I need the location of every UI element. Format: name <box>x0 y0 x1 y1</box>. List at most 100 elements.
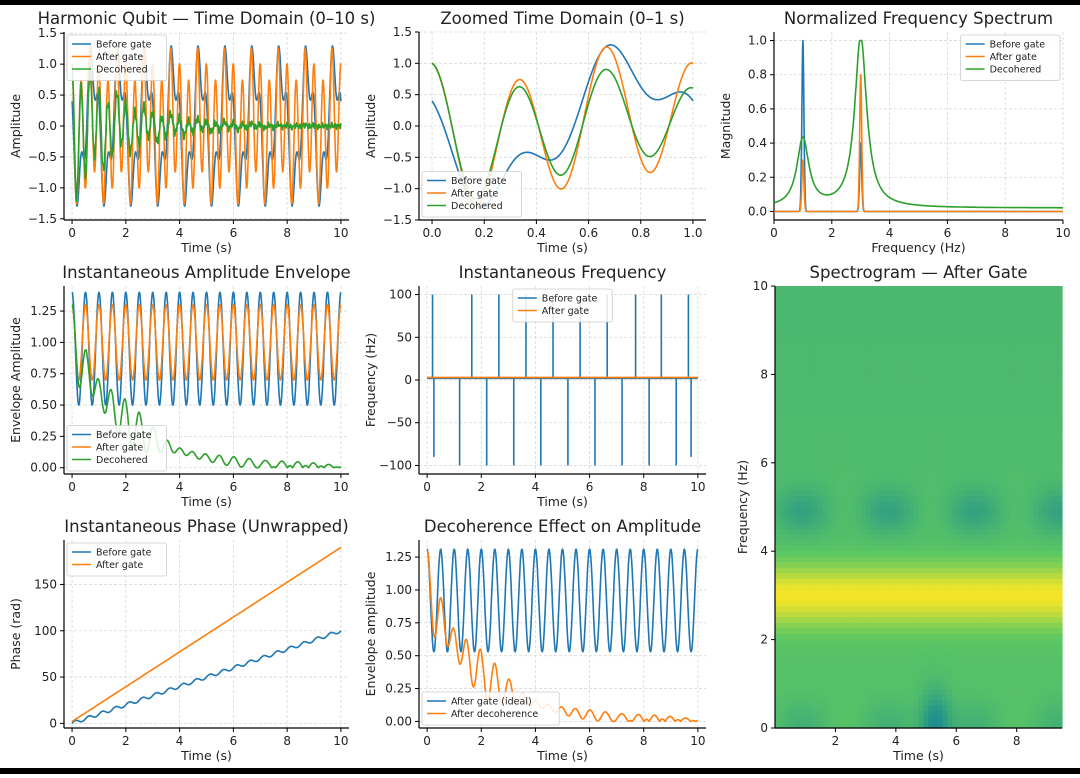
heatmap-cell <box>952 513 957 519</box>
heatmap-cell <box>1000 446 1005 452</box>
heatmap-cell <box>942 402 947 408</box>
heatmap-cell <box>789 363 794 369</box>
heatmap-cell <box>880 314 885 320</box>
heatmap-cell <box>852 656 857 662</box>
heatmap-cell <box>837 435 842 441</box>
heatmap-cell <box>1057 380 1062 386</box>
heatmap-cell <box>804 678 809 684</box>
heatmap-cell <box>1024 457 1029 463</box>
heatmap-cell <box>957 568 962 574</box>
heatmap-cell <box>813 347 818 353</box>
heatmap-cell <box>794 656 799 662</box>
heatmap-cell <box>899 347 904 353</box>
heatmap-cell <box>933 374 938 380</box>
heatmap-cell <box>914 667 919 673</box>
heatmap-cell <box>885 678 890 684</box>
heatmap-cell <box>895 524 900 530</box>
heatmap-cell <box>847 286 852 292</box>
heatmap-cell <box>919 479 924 485</box>
heatmap-cell <box>799 391 804 397</box>
heatmap-cell <box>914 673 919 679</box>
heatmap-cell <box>808 501 813 507</box>
heatmap-cell <box>928 402 933 408</box>
heatmap-cell <box>947 501 952 507</box>
heatmap-cell <box>904 513 909 519</box>
heatmap-cell <box>799 314 804 320</box>
heatmap-cell <box>780 286 785 292</box>
heatmap-cell <box>966 341 971 347</box>
heatmap-cell <box>794 397 799 403</box>
heatmap-cell <box>823 325 828 331</box>
heatmap-cell <box>837 507 842 513</box>
heatmap-cell <box>981 286 986 292</box>
heatmap-cell <box>990 573 995 579</box>
heatmap-cell <box>895 468 900 474</box>
heatmap-cell <box>952 452 957 458</box>
heatmap-cell <box>942 612 947 618</box>
heatmap-cell <box>799 590 804 596</box>
heatmap-cell <box>909 579 914 585</box>
heatmap-cell <box>966 557 971 563</box>
heatmap-cell <box>933 413 938 419</box>
heatmap-cell <box>866 363 871 369</box>
heatmap-cell <box>966 612 971 618</box>
heatmap-cell <box>832 474 837 480</box>
heatmap-cell <box>823 518 828 524</box>
heatmap-cell <box>828 303 833 309</box>
heatmap-cell <box>923 623 928 629</box>
heatmap-cell <box>933 457 938 463</box>
heatmap-cell <box>1029 656 1034 662</box>
heatmap-cell <box>1019 496 1024 502</box>
heatmap-cell <box>899 651 904 657</box>
heatmap-cell <box>828 640 833 646</box>
heatmap-cell <box>875 314 880 320</box>
heatmap-cell <box>1014 308 1019 314</box>
heatmap-cell <box>904 711 909 717</box>
heatmap-cell <box>832 485 837 491</box>
heatmap-cell <box>942 419 947 425</box>
heatmap-cell <box>933 535 938 541</box>
heatmap-cell <box>852 612 857 618</box>
heatmap-cell <box>985 540 990 546</box>
heatmap-cell <box>1033 557 1038 563</box>
heatmap-cell <box>1005 314 1010 320</box>
heatmap-cell <box>780 662 785 668</box>
heatmap-cell <box>890 297 895 303</box>
heatmap-cell <box>890 651 895 657</box>
heatmap-cell <box>780 341 785 347</box>
heatmap-cell <box>866 347 871 353</box>
heatmap-cell <box>966 402 971 408</box>
heatmap-cell <box>909 612 914 618</box>
heatmap-cell <box>823 485 828 491</box>
heatmap-cell <box>923 374 928 380</box>
heatmap-cell <box>990 706 995 712</box>
heatmap-cell <box>1048 551 1053 557</box>
heatmap-cell <box>899 490 904 496</box>
heatmap-cell <box>847 584 852 590</box>
heatmap-cell <box>966 513 971 519</box>
heatmap-cell <box>1029 474 1034 480</box>
heatmap-cell <box>823 330 828 336</box>
heatmap-cell <box>866 479 871 485</box>
heatmap-cell <box>952 700 957 706</box>
heatmap-cell <box>1033 446 1038 452</box>
heatmap-cell <box>914 573 919 579</box>
heatmap-cell <box>957 551 962 557</box>
heatmap-cell <box>990 562 995 568</box>
heatmap-cell <box>813 524 818 530</box>
heatmap-cell <box>1019 319 1024 325</box>
heatmap-cell <box>785 402 790 408</box>
heatmap-cell <box>813 441 818 447</box>
heatmap-cell <box>947 711 952 717</box>
heatmap-cell <box>832 452 837 458</box>
heatmap-cell <box>785 474 790 480</box>
heatmap-cell <box>1038 325 1043 331</box>
heatmap-cell <box>981 684 986 690</box>
heatmap-cell <box>890 352 895 358</box>
x-tick-label: 2 <box>477 480 485 494</box>
heatmap-cell <box>1014 595 1019 601</box>
heatmap-cell <box>804 303 809 309</box>
heatmap-cell <box>938 336 943 342</box>
heatmap-cell <box>914 457 919 463</box>
heatmap-cell <box>966 678 971 684</box>
